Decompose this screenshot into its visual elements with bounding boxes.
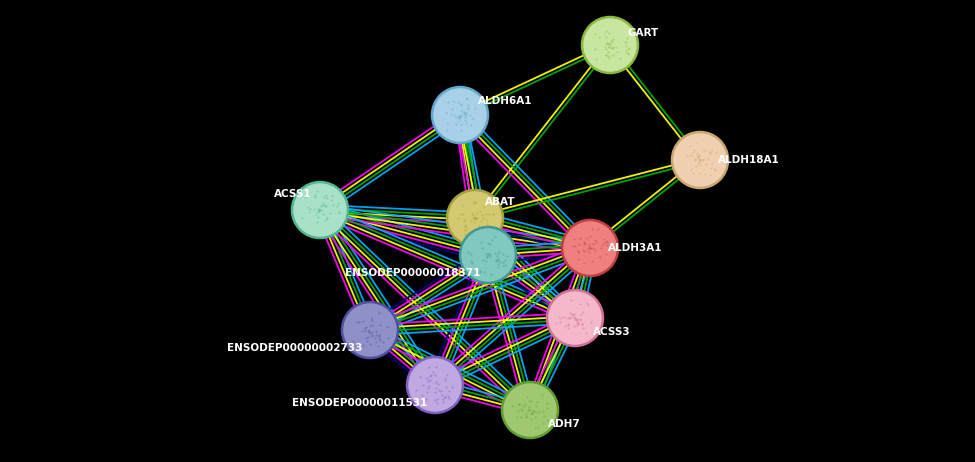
Text: ADH7: ADH7 [548, 419, 581, 429]
Text: ENSODEP00000011531: ENSODEP00000011531 [292, 398, 427, 408]
Text: ABAT: ABAT [485, 197, 516, 207]
Circle shape [342, 302, 398, 358]
Circle shape [547, 290, 603, 346]
Circle shape [562, 220, 618, 276]
Text: ACSS3: ACSS3 [593, 327, 631, 337]
Circle shape [582, 17, 638, 73]
Circle shape [672, 132, 728, 188]
Text: ACSS1: ACSS1 [274, 189, 312, 199]
Circle shape [292, 182, 348, 238]
Text: ALDH3A1: ALDH3A1 [608, 243, 662, 253]
Circle shape [432, 87, 488, 143]
Circle shape [407, 357, 463, 413]
Text: ENSODEP00000002733: ENSODEP00000002733 [226, 343, 362, 353]
Circle shape [460, 227, 516, 283]
Text: ALDH18A1: ALDH18A1 [718, 155, 780, 165]
Text: ENSODEP00000018371: ENSODEP00000018371 [344, 268, 480, 278]
Circle shape [447, 190, 503, 246]
Text: ALDH6A1: ALDH6A1 [478, 96, 532, 106]
Text: GART: GART [628, 28, 659, 38]
Circle shape [502, 382, 558, 438]
